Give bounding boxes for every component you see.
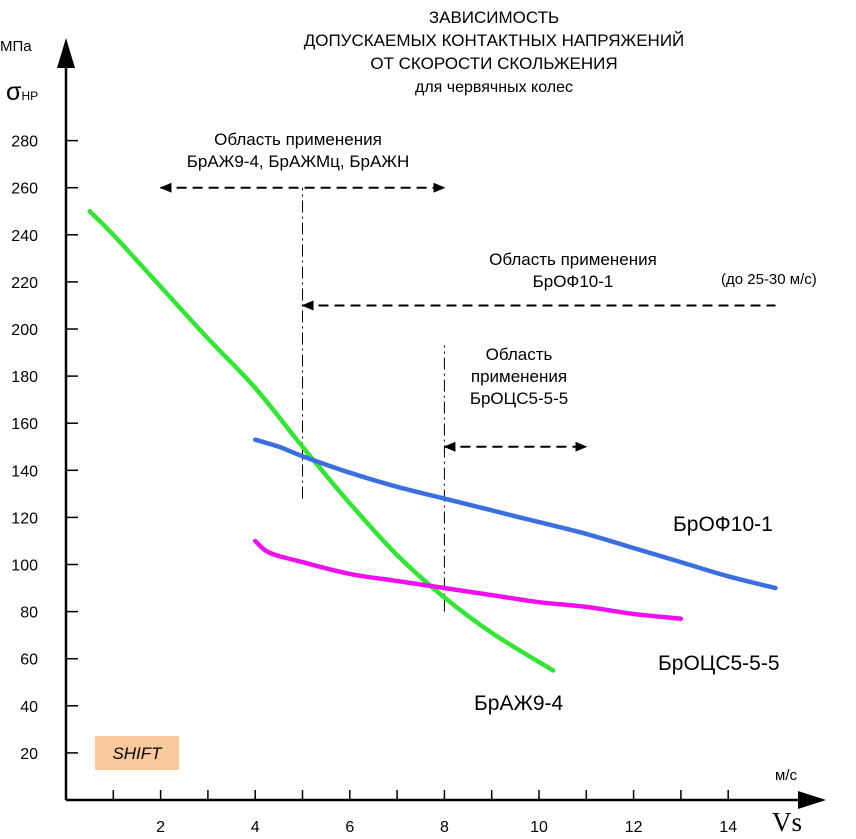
y-unit-label: МПа xyxy=(0,38,32,55)
y-tick-label-180: 180 xyxy=(11,369,38,386)
x-tick-label-14: 14 xyxy=(719,819,737,836)
y-tick-label-120: 120 xyxy=(11,510,38,527)
series-line-brocs5-5-5 xyxy=(252,538,684,621)
annotation-1-line-1: Область применения xyxy=(214,130,382,149)
annotation-2-note: (до 25-30 м/с) xyxy=(721,271,817,288)
x-tick-label-6: 6 xyxy=(345,819,354,836)
series-lines xyxy=(87,209,778,673)
series-line-brof10-1 xyxy=(252,437,778,591)
y-tick-label-280: 280 xyxy=(11,134,38,151)
x-tick-label-4: 4 xyxy=(251,819,260,836)
annotation-1-line-2: БрАЖ9-4, БрАЖМц, БрАЖН xyxy=(187,152,410,171)
y-tick-label-200: 200 xyxy=(11,322,38,339)
annotation-3-line-2: применения xyxy=(471,367,567,386)
title-line-3: ОТ СКОРОСТИ СКОЛЬЖЕНИЯ xyxy=(370,54,617,73)
annotation-3-line-3: БрОЦС5-5-5 xyxy=(470,389,568,408)
x-tick-label-8: 8 xyxy=(440,819,449,836)
x-tick-label-12: 12 xyxy=(625,819,643,836)
shift-badge: SHIFT xyxy=(95,736,179,770)
x-axis-label: Vs xyxy=(772,807,802,837)
x-axis-arrow xyxy=(798,791,826,809)
annotations: Область применения БрАЖ9-4, БрАЖМц, БрАЖН… xyxy=(159,130,817,452)
series-label-brof10-1: БрОФ10-1 xyxy=(673,513,773,536)
y-axis-label: σHP xyxy=(6,78,38,106)
title-line-2: ДОПУСКАЕМЫХ КОНТАКТНЫХ НАПРЯЖЕНИЙ xyxy=(304,31,685,50)
series-label-braj9-4: БрАЖ9-4 xyxy=(474,692,564,715)
x-tick-label-10: 10 xyxy=(530,819,548,836)
x-tick-label-2: 2 xyxy=(156,819,165,836)
annotation-2-line-2: БрОФ10-1 xyxy=(533,272,614,291)
axes xyxy=(57,38,826,809)
shift-badge-bg xyxy=(95,736,179,770)
y-tick-label-140: 140 xyxy=(11,463,38,480)
x-unit-label: м/с xyxy=(775,767,797,784)
ticks: 2 4 6 8 10 12 14 20 40 60 80 100 120 140 160 180 200 220 2… xyxy=(11,134,737,836)
y-axis-label-sigma: σ xyxy=(6,78,22,106)
chart-title: ЗАВИСИМОСТЬ ДОПУСКАЕМЫХ КОНТАКТНЫХ НАПРЯ… xyxy=(304,8,685,96)
y-axis-arrow xyxy=(57,38,75,68)
y-tick-label-80: 80 xyxy=(20,605,38,622)
series-label-brocs5-5-5: БрОЦС5-5-5 xyxy=(658,652,780,675)
y-tick-label-160: 160 xyxy=(11,416,38,433)
y-tick-label-100: 100 xyxy=(11,558,38,575)
annotation-2-line-1: Область применения xyxy=(489,250,657,269)
y-tick-label-260: 260 xyxy=(11,181,38,198)
y-tick-label-220: 220 xyxy=(11,275,38,292)
chart-subtitle: для червячных колес xyxy=(415,79,573,96)
title-line-1: ЗАВИСИМОСТЬ xyxy=(429,8,559,27)
vertical-lines xyxy=(302,187,445,612)
series-line-braj9-4 xyxy=(87,209,556,673)
shift-badge-label: SHIFT xyxy=(112,744,163,763)
y-axis-label-sub: HP xyxy=(21,89,38,103)
y-tick-label-240: 240 xyxy=(11,228,38,245)
y-tick-label-20: 20 xyxy=(20,746,38,763)
annotation-3-line-1: Область xyxy=(486,345,553,364)
series-labels: БрАЖ9-4 БрОФ10-1 БрОЦС5-5-5 xyxy=(474,513,780,715)
y-tick-label-60: 60 xyxy=(20,652,38,669)
y-tick-label-40: 40 xyxy=(20,699,38,716)
